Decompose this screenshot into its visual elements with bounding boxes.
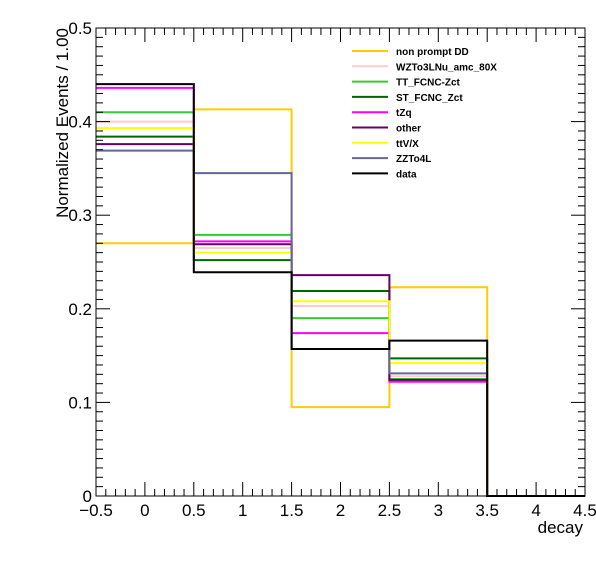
x-tick-label: 4 (531, 501, 540, 520)
legend-label-5: other (396, 124, 421, 135)
legend-label-4: tZq (396, 108, 412, 119)
legend-label-0: non prompt DD (396, 47, 469, 58)
x-tick-label: 3 (434, 501, 443, 520)
x-tick-label: 4.5 (573, 501, 596, 520)
y-tick-label: 0.3 (68, 206, 92, 225)
legend-label-7: ZZTo4L (396, 154, 431, 165)
axis-ticks (95, 27, 586, 497)
x-tick-label: 0.5 (182, 501, 206, 520)
legend-label-2: TT_FCNC-Zct (396, 78, 461, 89)
series-line-8 (96, 83, 585, 497)
y-tick-label: 0 (83, 487, 92, 506)
series-layer (96, 83, 585, 497)
y-tick-label: 0.4 (68, 113, 92, 132)
y-tick-label: 0.5 (68, 19, 92, 38)
x-tick-label: 2.5 (378, 501, 402, 520)
legend: non prompt DD WZTo3LNu_amc_80X TT_FCNC-Zct… (352, 47, 497, 180)
x-tick-label: 1.5 (280, 501, 304, 520)
tick-labels: −0.5 0 0.5 1 1.5 2 2.5 3 3.5 4 4.500.10.20.30.40.5 (68, 19, 596, 520)
x-tick-label: 3.5 (475, 501, 499, 520)
y-tick-label: 0.1 (68, 393, 92, 412)
legend-label-8: data (396, 169, 417, 180)
legend-label-1: WZTo3LNu_amc_80X (396, 62, 497, 73)
y-tick-label: 0.2 (68, 300, 92, 319)
x-tick-label: 0 (140, 501, 149, 520)
x-tick-label: 2 (336, 501, 345, 520)
y-axis-title: Normalized Events / 1.00 (53, 28, 72, 218)
legend-label-3: ST_FCNC_Zct (396, 93, 463, 104)
legend-label-6: ttV/X (396, 139, 419, 150)
x-axis-title: decay (538, 518, 584, 537)
x-tick-label: −0.5 (79, 501, 113, 520)
x-tick-label: 1 (238, 501, 247, 520)
